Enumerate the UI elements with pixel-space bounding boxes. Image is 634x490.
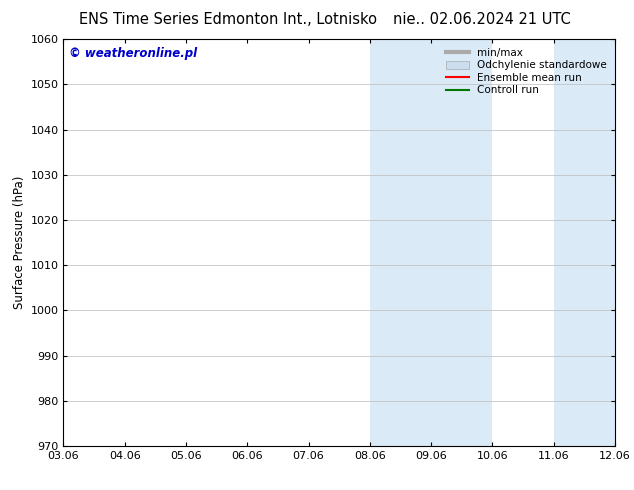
Text: nie.. 02.06.2024 21 UTC: nie.. 02.06.2024 21 UTC bbox=[393, 12, 571, 27]
Bar bbox=[553, 39, 615, 446]
Bar bbox=[370, 39, 493, 446]
Y-axis label: Surface Pressure (hPa): Surface Pressure (hPa) bbox=[13, 176, 26, 309]
Text: © weatheronline.pl: © weatheronline.pl bbox=[69, 48, 197, 60]
Legend: min/max, Odchylenie standardowe, Ensemble mean run, Controll run: min/max, Odchylenie standardowe, Ensembl… bbox=[443, 45, 610, 98]
Text: ENS Time Series Edmonton Int., Lotnisko: ENS Time Series Edmonton Int., Lotnisko bbox=[79, 12, 377, 27]
